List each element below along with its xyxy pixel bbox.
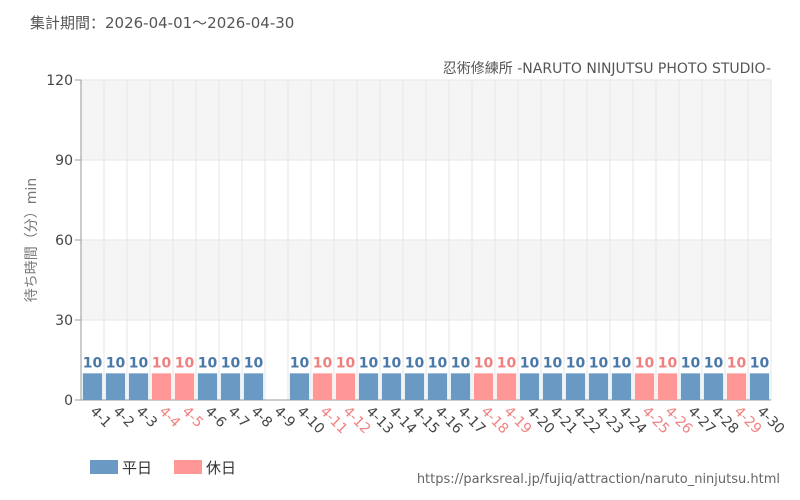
y-tick-label: 120 <box>46 73 73 89</box>
data-label: 10 <box>152 355 172 371</box>
bar <box>197 373 218 400</box>
data-label: 10 <box>635 355 655 371</box>
bar <box>726 373 747 400</box>
y-tick-label: 0 <box>64 393 73 409</box>
bar <box>128 373 149 400</box>
source-url[interactable]: https://parksreal.jp/fujiq/attraction/na… <box>416 472 780 487</box>
chart-title: 忍術修練所 -NARUTO NINJUTSU PHOTO STUDIO- <box>443 61 771 77</box>
legend-label-weekday: 平日 <box>122 459 152 477</box>
data-label: 10 <box>106 355 126 371</box>
bar <box>335 373 356 400</box>
period-label: 集計期間：2026-04-01～2026-04-30 <box>30 14 295 32</box>
bar <box>496 373 517 400</box>
data-label: 10 <box>244 355 264 371</box>
data-label: 10 <box>497 355 517 371</box>
data-label: 10 <box>520 355 540 371</box>
x-tick-label: 4-9 <box>271 404 298 431</box>
data-label: 10 <box>405 355 425 371</box>
bar <box>542 373 563 400</box>
bar <box>243 373 264 400</box>
y-axis-label: 待ち時間（分）min <box>24 178 40 302</box>
data-label: 10 <box>451 355 471 371</box>
bar <box>749 373 770 400</box>
x-tick-label: 4-1 <box>87 404 114 431</box>
bar <box>151 373 172 400</box>
x-tick-label: 4-5 <box>179 404 206 431</box>
x-tick-label: 4-6 <box>202 404 230 432</box>
x-tick-label: 4-7 <box>225 404 252 431</box>
bar <box>588 373 609 400</box>
data-label: 10 <box>175 355 195 371</box>
bar <box>565 373 586 400</box>
bar <box>427 373 448 400</box>
data-label: 10 <box>750 355 770 371</box>
data-label: 10 <box>727 355 747 371</box>
bar <box>220 373 241 400</box>
bar <box>703 373 724 400</box>
data-label: 10 <box>474 355 494 371</box>
data-label: 10 <box>428 355 448 371</box>
data-label: 10 <box>290 355 310 371</box>
bar <box>105 373 126 400</box>
y-tick-label: 30 <box>55 313 73 329</box>
data-label: 10 <box>359 355 379 371</box>
data-label: 10 <box>704 355 724 371</box>
x-tick-label: 4-4 <box>156 404 184 432</box>
x-tick-label: 4-2 <box>110 404 137 431</box>
data-label: 10 <box>83 355 103 371</box>
y-tick-label: 60 <box>55 233 73 249</box>
legend-swatch-holiday <box>174 460 202 474</box>
bar <box>611 373 632 400</box>
bar <box>312 373 333 400</box>
bar <box>473 373 494 400</box>
x-tick-label: 4-3 <box>133 404 160 431</box>
data-label: 10 <box>681 355 701 371</box>
y-tick-label: 90 <box>55 153 73 169</box>
bar <box>358 373 379 400</box>
x-tick-label: 4-8 <box>248 404 275 431</box>
data-label: 10 <box>589 355 609 371</box>
data-label: 10 <box>382 355 402 371</box>
legend-label-holiday: 休日 <box>206 459 236 477</box>
data-label: 10 <box>566 355 586 371</box>
bar <box>174 373 195 400</box>
bar <box>404 373 425 400</box>
bar <box>680 373 701 400</box>
data-label: 10 <box>129 355 149 371</box>
bar <box>657 373 678 400</box>
data-label: 10 <box>612 355 632 371</box>
bar <box>381 373 402 400</box>
data-label: 10 <box>336 355 356 371</box>
bar <box>289 373 310 400</box>
bar <box>82 373 103 400</box>
data-label: 10 <box>313 355 333 371</box>
data-label: 10 <box>198 355 218 371</box>
legend-swatch-weekday <box>90 460 118 474</box>
data-label: 10 <box>543 355 563 371</box>
bar <box>634 373 655 400</box>
bar <box>450 373 471 400</box>
data-label: 10 <box>658 355 678 371</box>
data-label: 10 <box>221 355 241 371</box>
bar <box>519 373 540 400</box>
